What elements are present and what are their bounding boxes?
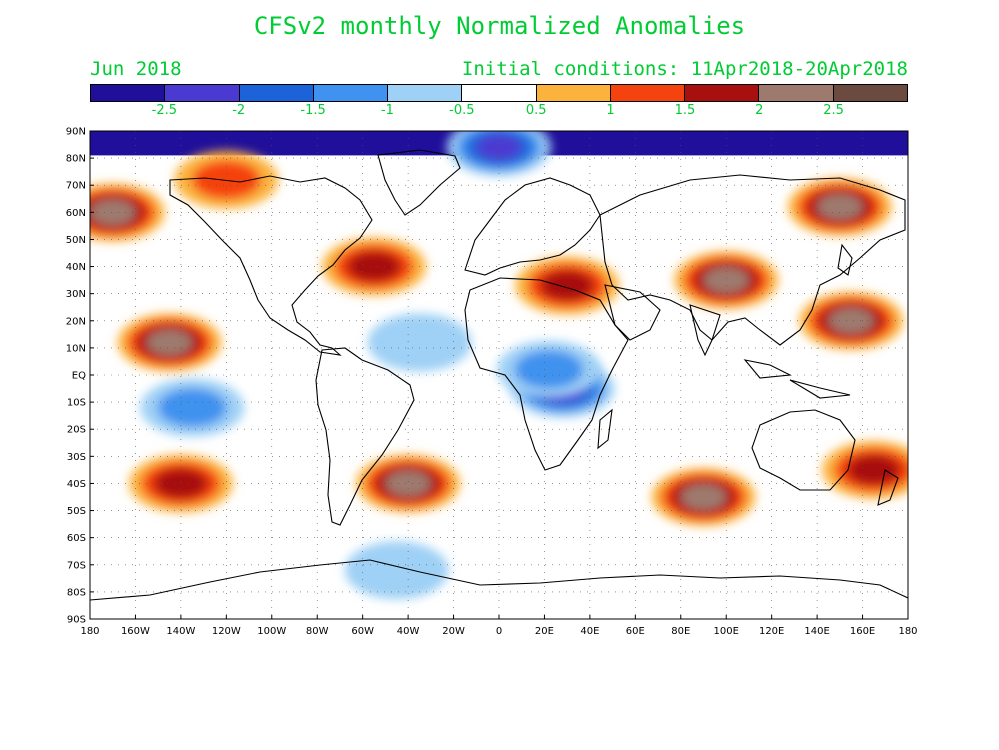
anomaly-contour [540, 270, 595, 301]
colorbar-segment [164, 85, 239, 101]
anomaly-contour [680, 484, 727, 510]
anomaly-contour [146, 329, 193, 356]
anomaly-region [799, 291, 904, 350]
anomaly-region [356, 454, 461, 513]
colorbar-segment [91, 85, 165, 101]
forecast-month: Jun 2018 [90, 58, 182, 80]
anomaly-region [674, 251, 779, 310]
lon-tick-label: 180 [898, 626, 917, 637]
anomaly-contour [90, 199, 136, 226]
lon-tick-label: 160W [121, 626, 150, 637]
anomaly-contour [514, 350, 584, 389]
colorbar-tick-label: -2 [232, 103, 246, 118]
lat-tick-label: 60S [67, 533, 86, 544]
lat-tick-label: 20N [66, 316, 86, 327]
lat-tick-label: 40S [67, 479, 86, 490]
initial-conditions: Initial conditions: 11Apr2018-20Apr2018 [461, 58, 908, 80]
lat-tick-label: 60N [66, 208, 86, 219]
lon-tick-label: 60E [626, 626, 645, 637]
lon-tick-label: 120E [759, 626, 784, 637]
colorbar-tick-label: 2 [755, 103, 764, 118]
lat-tick-label: 90S [67, 615, 86, 626]
anomaly-contour [385, 470, 431, 497]
anomaly-region [496, 340, 601, 399]
colorbar-labels: -2.5 -2 -1.5 -1 -0.5 0.5 1 1.5 2 2.5 [90, 103, 908, 121]
colorbar-tick-label: -2.5 [151, 103, 178, 118]
anomaly-region [140, 378, 245, 437]
colorbar-segment [387, 85, 462, 101]
coastlines [90, 149, 908, 601]
lon-tick-label: 0 [496, 626, 502, 637]
anomaly-region [322, 237, 427, 296]
anomaly-contour [154, 468, 208, 499]
colorbar-tick-label: 0.5 [525, 103, 547, 118]
anomaly-contour [191, 160, 261, 200]
colorbar [90, 84, 908, 102]
lon-tick-label: 100W [257, 626, 286, 637]
anomaly-region [821, 440, 908, 499]
colorbar-tick-label: 1.5 [674, 103, 696, 118]
lat-tick-label: EQ [72, 371, 86, 382]
lat-tick-label: 10S [67, 398, 86, 409]
anomaly-region [344, 541, 449, 600]
anomaly-contour [367, 313, 472, 372]
anomaly-region [515, 256, 620, 315]
colorbar-tick-label: 1 [606, 103, 615, 118]
lat-tick-label: 20S [67, 425, 86, 436]
colorbar-segment [758, 85, 833, 101]
colorbar-tick-label: -1 [380, 103, 394, 118]
lat-tick-label: 40N [66, 262, 86, 273]
colorbar-segment [684, 85, 759, 101]
lon-tick-label: 40W [397, 626, 420, 637]
lat-tick-label: 10N [66, 343, 86, 354]
anomaly-region [174, 150, 279, 209]
colorbar-segment [609, 85, 685, 101]
colorbar-segment [312, 85, 388, 101]
anomaly-region [447, 131, 551, 177]
colorbar-segment [832, 85, 907, 101]
anomaly-region [367, 313, 472, 372]
lat-tick-label: 80S [67, 587, 86, 598]
colorbar-tick-label: 2.5 [823, 103, 844, 118]
anomaly-contour [817, 193, 863, 220]
lat-tick-label: 30S [67, 452, 86, 463]
lat-tick-label: 70S [67, 560, 86, 571]
lon-tick-label: 80W [306, 626, 329, 637]
colorbar-tick-label: -0.5 [449, 103, 475, 118]
lat-tick-label: 50N [66, 235, 86, 246]
anomaly-region [128, 454, 233, 513]
lon-tick-label: 60W [351, 626, 374, 637]
lat-tick-label: 50S [67, 506, 86, 517]
lat-tick-label: 80N [66, 154, 86, 165]
lon-tick-label: 20W [442, 626, 465, 637]
lon-tick-label: 140W [166, 626, 195, 637]
anomaly-region [117, 313, 222, 372]
lon-tick-label: 120W [212, 626, 241, 637]
lat-tick-label: 30N [66, 289, 86, 300]
anomaly-region [651, 468, 756, 526]
lon-tick-label: 100E [714, 626, 739, 637]
anomaly-contour [476, 134, 522, 161]
lon-tick-label: 180 [80, 626, 99, 637]
anomaly-region [787, 177, 892, 236]
anomaly-contour [847, 454, 901, 486]
chart-title: CFSv2 monthly Normalized Anomalies [253, 12, 746, 40]
lon-tick-label: 20E [535, 626, 554, 637]
lon-tick-label: 140E [804, 626, 829, 637]
lat-tick-label: 70N [66, 181, 86, 192]
anomaly-contour [703, 267, 749, 294]
lon-tick-label: 40E [580, 626, 599, 637]
lat-tick-label: 90N [66, 127, 86, 138]
anomaly-contour [157, 388, 227, 427]
lon-tick-label: 160E [850, 626, 875, 637]
colorbar-tick-label: -1.5 [300, 103, 326, 118]
colorbar-segment [238, 85, 313, 101]
anomaly-contour [344, 541, 449, 600]
colorbar-segment [535, 85, 610, 101]
colorbar-segment [461, 85, 536, 101]
anomaly-contour [347, 251, 401, 282]
lon-tick-label: 80E [671, 626, 690, 637]
anomaly-region [90, 183, 165, 242]
